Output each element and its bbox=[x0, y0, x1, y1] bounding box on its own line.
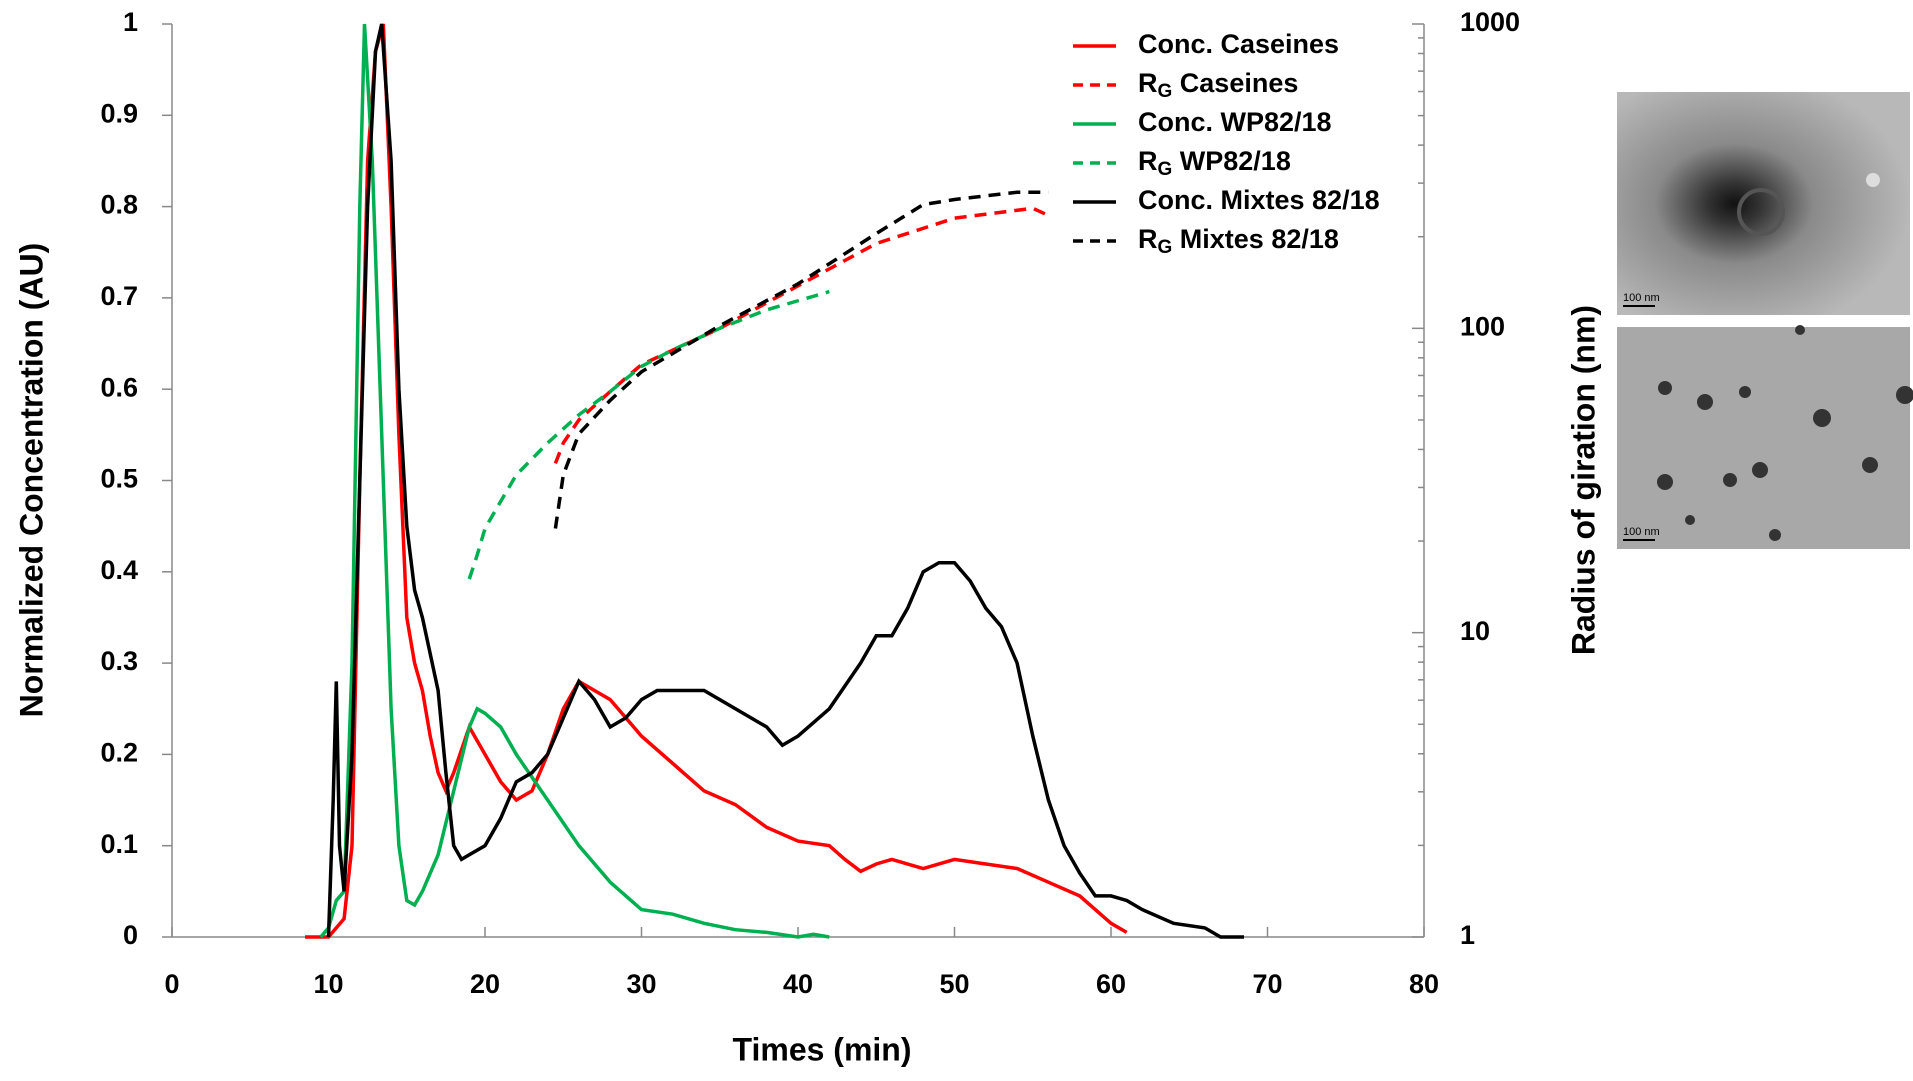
y-tick-label: 0.3 bbox=[100, 646, 138, 676]
legend-text: R bbox=[1138, 68, 1158, 98]
x-tick-label: 60 bbox=[1096, 969, 1126, 999]
y-tick-label: 0.2 bbox=[100, 738, 138, 768]
x-tick-label: 80 bbox=[1409, 969, 1439, 999]
y2-tick-label: 10 bbox=[1460, 616, 1490, 646]
tem-image-1: 100 nm bbox=[1617, 92, 1910, 315]
legend-label: RG Mixtes 82/18 bbox=[1138, 224, 1339, 258]
y-tick-label: 1 bbox=[123, 7, 138, 37]
tem-image-2: 100 nm bbox=[1617, 325, 1913, 549]
series-line bbox=[467, 289, 830, 580]
y-tick-label: 0.1 bbox=[100, 829, 138, 859]
legend-text: R bbox=[1138, 146, 1158, 176]
y-tick-label: 0 bbox=[123, 920, 138, 950]
y-tick-label: 0.7 bbox=[100, 281, 138, 311]
y-tick-label: 0.5 bbox=[100, 464, 138, 494]
y-tick-label: 0.9 bbox=[100, 98, 138, 128]
legend-subscript: G bbox=[1158, 81, 1173, 102]
y2-tick-label: 1000 bbox=[1460, 7, 1520, 37]
y-tick-label: 0.6 bbox=[100, 372, 138, 402]
legend-text: WP82/18 bbox=[1172, 146, 1291, 176]
y-axis-title: Normalized Concentration (AU) bbox=[13, 243, 49, 718]
y2-tick-label: 100 bbox=[1460, 311, 1505, 341]
legend-subscript: G bbox=[1158, 159, 1173, 180]
legend-text: Caseines bbox=[1172, 68, 1298, 98]
legend-label: RG Caseines bbox=[1138, 68, 1298, 102]
legend-label: Conc. WP82/18 bbox=[1138, 107, 1332, 137]
series-line bbox=[326, 23, 1244, 939]
scale-label: 100 nm bbox=[1623, 292, 1660, 304]
series-line bbox=[553, 206, 1050, 465]
y-tick-label: 0.4 bbox=[100, 555, 138, 585]
scale-label: 100 nm bbox=[1623, 526, 1660, 538]
x-tick-label: 40 bbox=[783, 969, 813, 999]
legend-text: Mixtes 82/18 bbox=[1172, 224, 1339, 254]
legend-subscript: G bbox=[1158, 237, 1173, 258]
x-tick-label: 0 bbox=[164, 969, 179, 999]
legend-label: Conc. Caseines bbox=[1138, 29, 1339, 59]
x-axis-title: Times (min) bbox=[733, 1031, 912, 1067]
x-tick-label: 50 bbox=[939, 969, 969, 999]
series-line bbox=[319, 23, 830, 939]
series-line bbox=[553, 190, 1049, 529]
x-tick-label: 20 bbox=[470, 969, 500, 999]
series-line bbox=[305, 23, 1128, 939]
x-tick-label: 10 bbox=[313, 969, 343, 999]
y2-axis-title: Radius of giration (nm) bbox=[1565, 305, 1601, 655]
x-tick-label: 30 bbox=[626, 969, 656, 999]
legend-text: R bbox=[1138, 224, 1158, 254]
legend-label: Conc. Mixtes 82/18 bbox=[1138, 185, 1380, 215]
legend-label: RG WP82/18 bbox=[1138, 146, 1291, 180]
y2-tick-label: 1 bbox=[1460, 920, 1475, 950]
x-tick-label: 70 bbox=[1252, 969, 1282, 999]
y-tick-label: 0.8 bbox=[100, 190, 138, 220]
